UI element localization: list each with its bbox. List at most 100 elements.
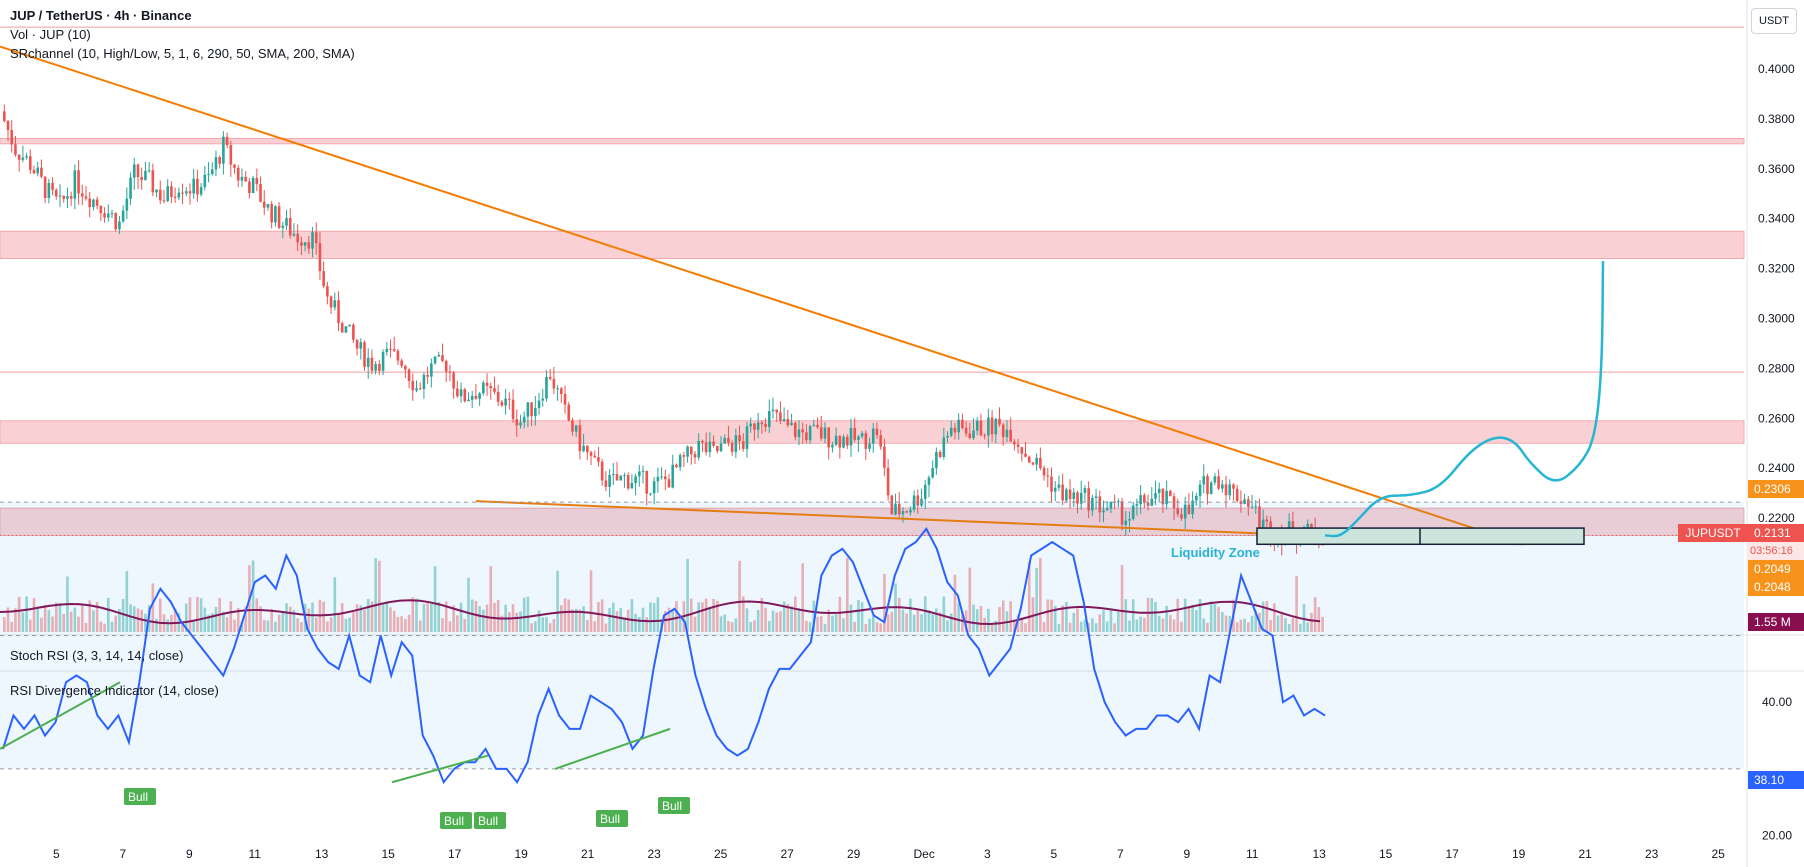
candle-body [69, 196, 73, 199]
volume-bar [62, 613, 66, 632]
volume-bar [1150, 598, 1154, 632]
volume-bar [972, 604, 975, 632]
candle-body [281, 225, 285, 228]
volume-bar [723, 614, 727, 632]
volume-bar [192, 621, 195, 632]
volume-bar [125, 571, 129, 632]
volume-bar [69, 611, 73, 632]
volume-bar [730, 622, 734, 632]
candle-body [1109, 501, 1113, 509]
candle-body [578, 425, 582, 452]
volume-bar [459, 602, 463, 632]
volume-bar [760, 597, 764, 632]
volume-bar [1024, 623, 1027, 632]
volume-bar [1180, 621, 1183, 632]
volume-bar [92, 610, 95, 632]
volume-bar [775, 612, 779, 632]
candle-body [600, 461, 604, 481]
candle-body [311, 232, 314, 249]
volume-bar [196, 596, 199, 632]
candle-body [875, 428, 879, 436]
level-badge-b: 0.2049 [1748, 560, 1804, 578]
candle-body [526, 402, 530, 417]
candle-body [418, 388, 422, 390]
candle-body [1157, 488, 1161, 494]
candle-body [541, 398, 545, 401]
rsi-divergence-title: RSI Divergence Indicator (14, close) [10, 683, 219, 698]
candle-body [1027, 456, 1031, 463]
volume-bar [526, 596, 530, 632]
volume-bar [1273, 603, 1276, 632]
candle-body [1039, 457, 1042, 469]
volume-bar [548, 623, 552, 632]
volume-bar [467, 577, 470, 632]
time-tick-label: 21 [581, 847, 595, 861]
volume-bar [1261, 601, 1265, 632]
volume-bar [99, 621, 103, 632]
volume-bar [1146, 597, 1150, 632]
price-tick-label: 0.2200 [1758, 511, 1795, 525]
candle-body [1020, 447, 1024, 454]
volume-bar [1265, 600, 1269, 632]
candle-body [767, 411, 771, 427]
volume-bar [389, 607, 392, 632]
candle-body [366, 357, 370, 367]
candle-body [786, 418, 790, 426]
volume-bar [40, 617, 43, 632]
candle-body [649, 493, 652, 495]
volume-bar [845, 557, 849, 632]
volume-bar [897, 597, 901, 632]
volume-bar [998, 606, 1001, 632]
bull-divergence-line [0, 681, 121, 750]
volume-bar [708, 608, 712, 632]
volume-bar [482, 609, 485, 632]
candle-body [819, 427, 823, 439]
candle-body [1198, 484, 1202, 496]
time-tick-label: 7 [1117, 847, 1124, 861]
candle-body [838, 435, 842, 448]
candle-body [1024, 453, 1027, 457]
volume-bar [1321, 616, 1324, 632]
volume-bar [920, 614, 923, 632]
volume-bar [322, 601, 325, 632]
volume-bar [496, 599, 500, 632]
candle-body [1009, 429, 1012, 442]
candle-body [426, 374, 429, 377]
volume-bar [942, 596, 946, 632]
candle-body [1079, 492, 1083, 504]
candle-body [990, 417, 994, 435]
candle-body [158, 189, 162, 201]
candle-body [548, 376, 552, 379]
candle-body [58, 195, 62, 197]
symbol-title: JUP / TetherUS · 4h · Binance [10, 8, 192, 23]
candle-body [942, 437, 946, 457]
volume-bar [485, 604, 489, 632]
volume-bar [1295, 575, 1298, 632]
volume-bar [118, 608, 121, 632]
candle-body [860, 433, 864, 437]
volume-bar [77, 616, 80, 632]
candle-body [106, 213, 110, 218]
candle-body [1224, 484, 1228, 496]
volume-bar [222, 611, 225, 632]
volume-bar [430, 603, 433, 632]
volume-bar [1131, 599, 1135, 632]
volume-bar [1250, 615, 1254, 632]
volume-bar [834, 614, 838, 632]
candle-body [292, 233, 296, 236]
price-tick-label: 0.3800 [1758, 112, 1795, 126]
candle-body [1195, 495, 1198, 501]
candle-body [288, 218, 292, 236]
candle-body [389, 348, 392, 350]
time-tick-label: 5 [1051, 847, 1058, 861]
volume-bar [741, 596, 745, 632]
bull-label-box [658, 797, 690, 814]
volume-bar [36, 607, 40, 632]
candle-body [519, 422, 522, 426]
candle-body [504, 398, 507, 406]
volume-bar [968, 567, 972, 632]
currency-selector[interactable]: USDT [1751, 8, 1797, 34]
volume-bar [626, 609, 630, 632]
candle-body [210, 169, 214, 175]
